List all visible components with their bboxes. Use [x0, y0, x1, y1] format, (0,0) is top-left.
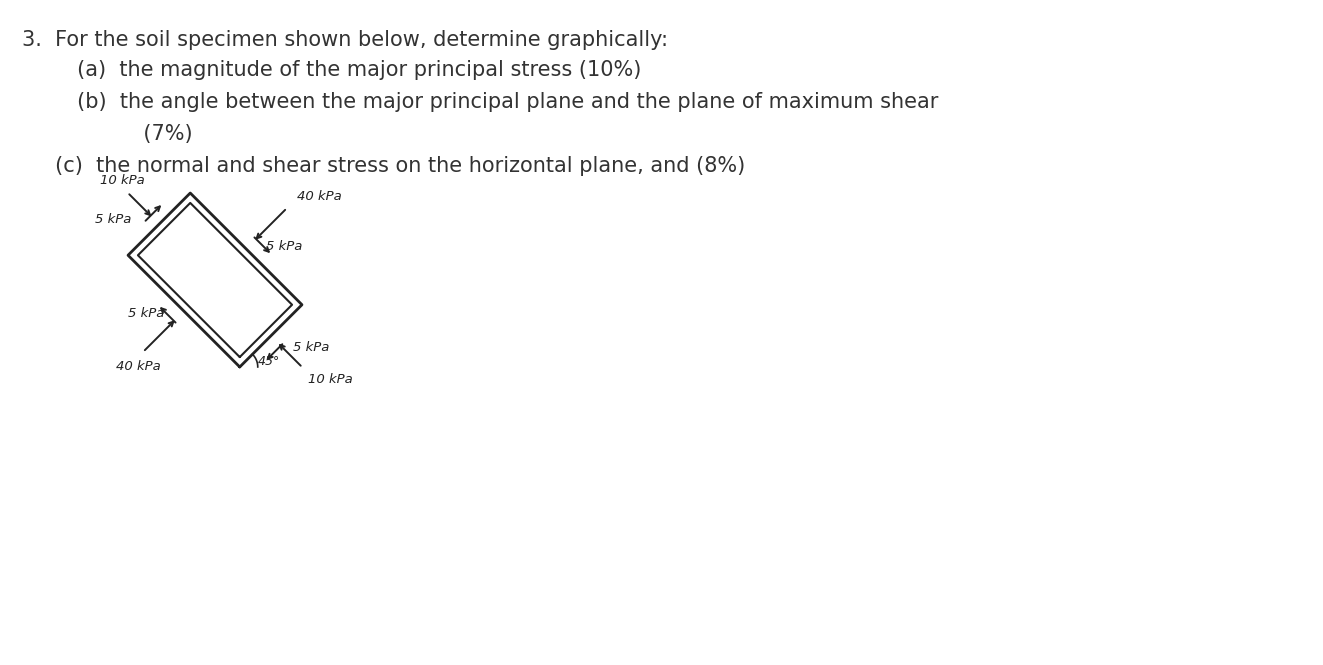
Text: 45°: 45°: [258, 356, 280, 368]
Text: (b)  the angle between the major principal plane and the plane of maximum shear: (b) the angle between the major principa…: [44, 92, 938, 112]
Text: 40 kPa: 40 kPa: [298, 190, 341, 203]
Text: 3.  For the soil specimen shown below, determine graphically:: 3. For the soil specimen shown below, de…: [22, 30, 668, 50]
Text: (c)  the normal and shear stress on the horizontal plane, and (8%): (c) the normal and shear stress on the h…: [22, 156, 745, 176]
Text: (7%): (7%): [44, 124, 193, 144]
Text: 40 kPa: 40 kPa: [115, 360, 160, 373]
Text: 10 kPa: 10 kPa: [101, 174, 144, 188]
Text: 5 kPa: 5 kPa: [292, 341, 329, 354]
Text: 5 kPa: 5 kPa: [266, 240, 303, 253]
Text: 5 kPa: 5 kPa: [95, 213, 131, 225]
Text: 10 kPa: 10 kPa: [308, 372, 352, 386]
Text: 5 kPa: 5 kPa: [127, 307, 164, 320]
Text: (a)  the magnitude of the major principal stress (10%): (a) the magnitude of the major principal…: [44, 60, 642, 80]
